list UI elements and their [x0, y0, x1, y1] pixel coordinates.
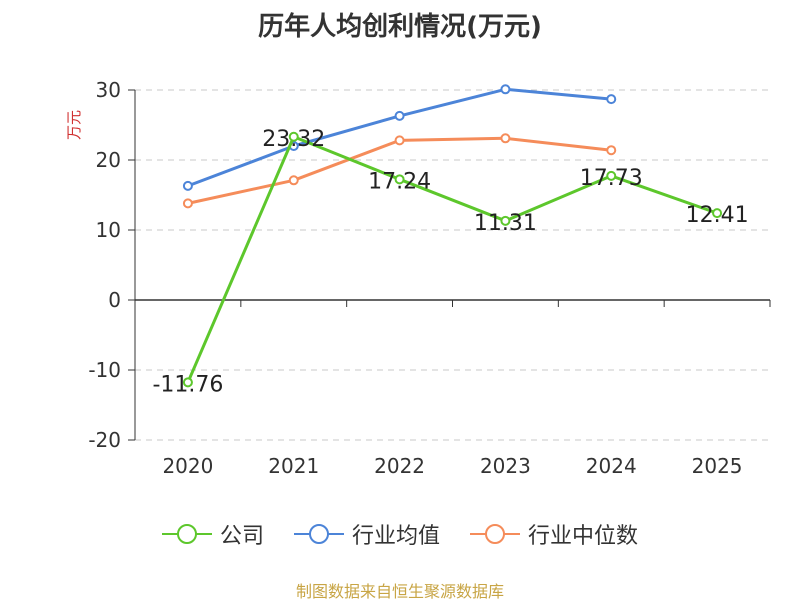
data-label: 17.24: [368, 169, 431, 194]
data-point-industry_mean: [394, 110, 405, 121]
legend-item-industry-median[interactable]: 行业中位数: [470, 518, 638, 550]
data-point-industry_mean: [606, 94, 617, 105]
data-point-company: [182, 377, 193, 388]
y-tick-label: -20: [88, 428, 121, 452]
data-point-industry_median: [500, 133, 511, 144]
legend-label: 行业中位数: [528, 524, 639, 549]
data-point-industry_median: [394, 135, 405, 146]
x-tick-label: 2022: [374, 454, 425, 478]
legend-line-icon: [293, 524, 344, 544]
x-tick-label: 2025: [692, 454, 743, 478]
legend-line-icon: [161, 524, 212, 544]
data-label: 23.32: [262, 127, 325, 152]
legend-line-icon: [470, 524, 520, 544]
data-label: -11.76: [152, 372, 223, 397]
y-tick-label: -10: [88, 358, 121, 382]
data-point-company: [712, 208, 723, 219]
legend-item-company[interactable]: 公司: [161, 518, 264, 550]
data-point-industry_median: [288, 175, 299, 186]
y-tick-label: 30: [96, 78, 121, 102]
chart-title: 历年人均创利情况(万元): [258, 12, 542, 42]
data-label: 11.31: [474, 211, 537, 236]
y-axis-label: 万元: [65, 110, 83, 140]
x-tick-label: 2021: [268, 454, 319, 478]
data-point-industry_median: [182, 198, 193, 209]
x-tick-label: 2024: [586, 454, 637, 478]
legend: 公司 行业均值 行业中位数: [0, 518, 800, 550]
x-tick-label: 2020: [162, 454, 213, 478]
data-point-company: [500, 215, 511, 226]
data-point-industry_mean: [500, 84, 511, 95]
source-note: 制图数据来自恒生聚源数据库: [295, 582, 504, 601]
data-label: 12.41: [686, 203, 749, 228]
data-label: 17.73: [580, 166, 643, 191]
y-tick-label: 20: [96, 148, 121, 172]
legend-item-industry-mean[interactable]: 行业均值: [293, 518, 440, 550]
y-tick-label: 10: [96, 218, 121, 242]
data-point-company: [394, 174, 405, 185]
legend-label: 行业均值: [351, 524, 440, 549]
legend-label: 公司: [219, 524, 264, 549]
data-point-industry_mean: [182, 180, 193, 191]
data-point-company: [606, 170, 617, 181]
data-point-company: [288, 131, 299, 142]
x-tick-label: 2023: [480, 454, 531, 478]
data-point-industry_median: [606, 145, 617, 156]
y-tick-label: 0: [108, 288, 121, 312]
series-line-company: [186, 135, 718, 383]
